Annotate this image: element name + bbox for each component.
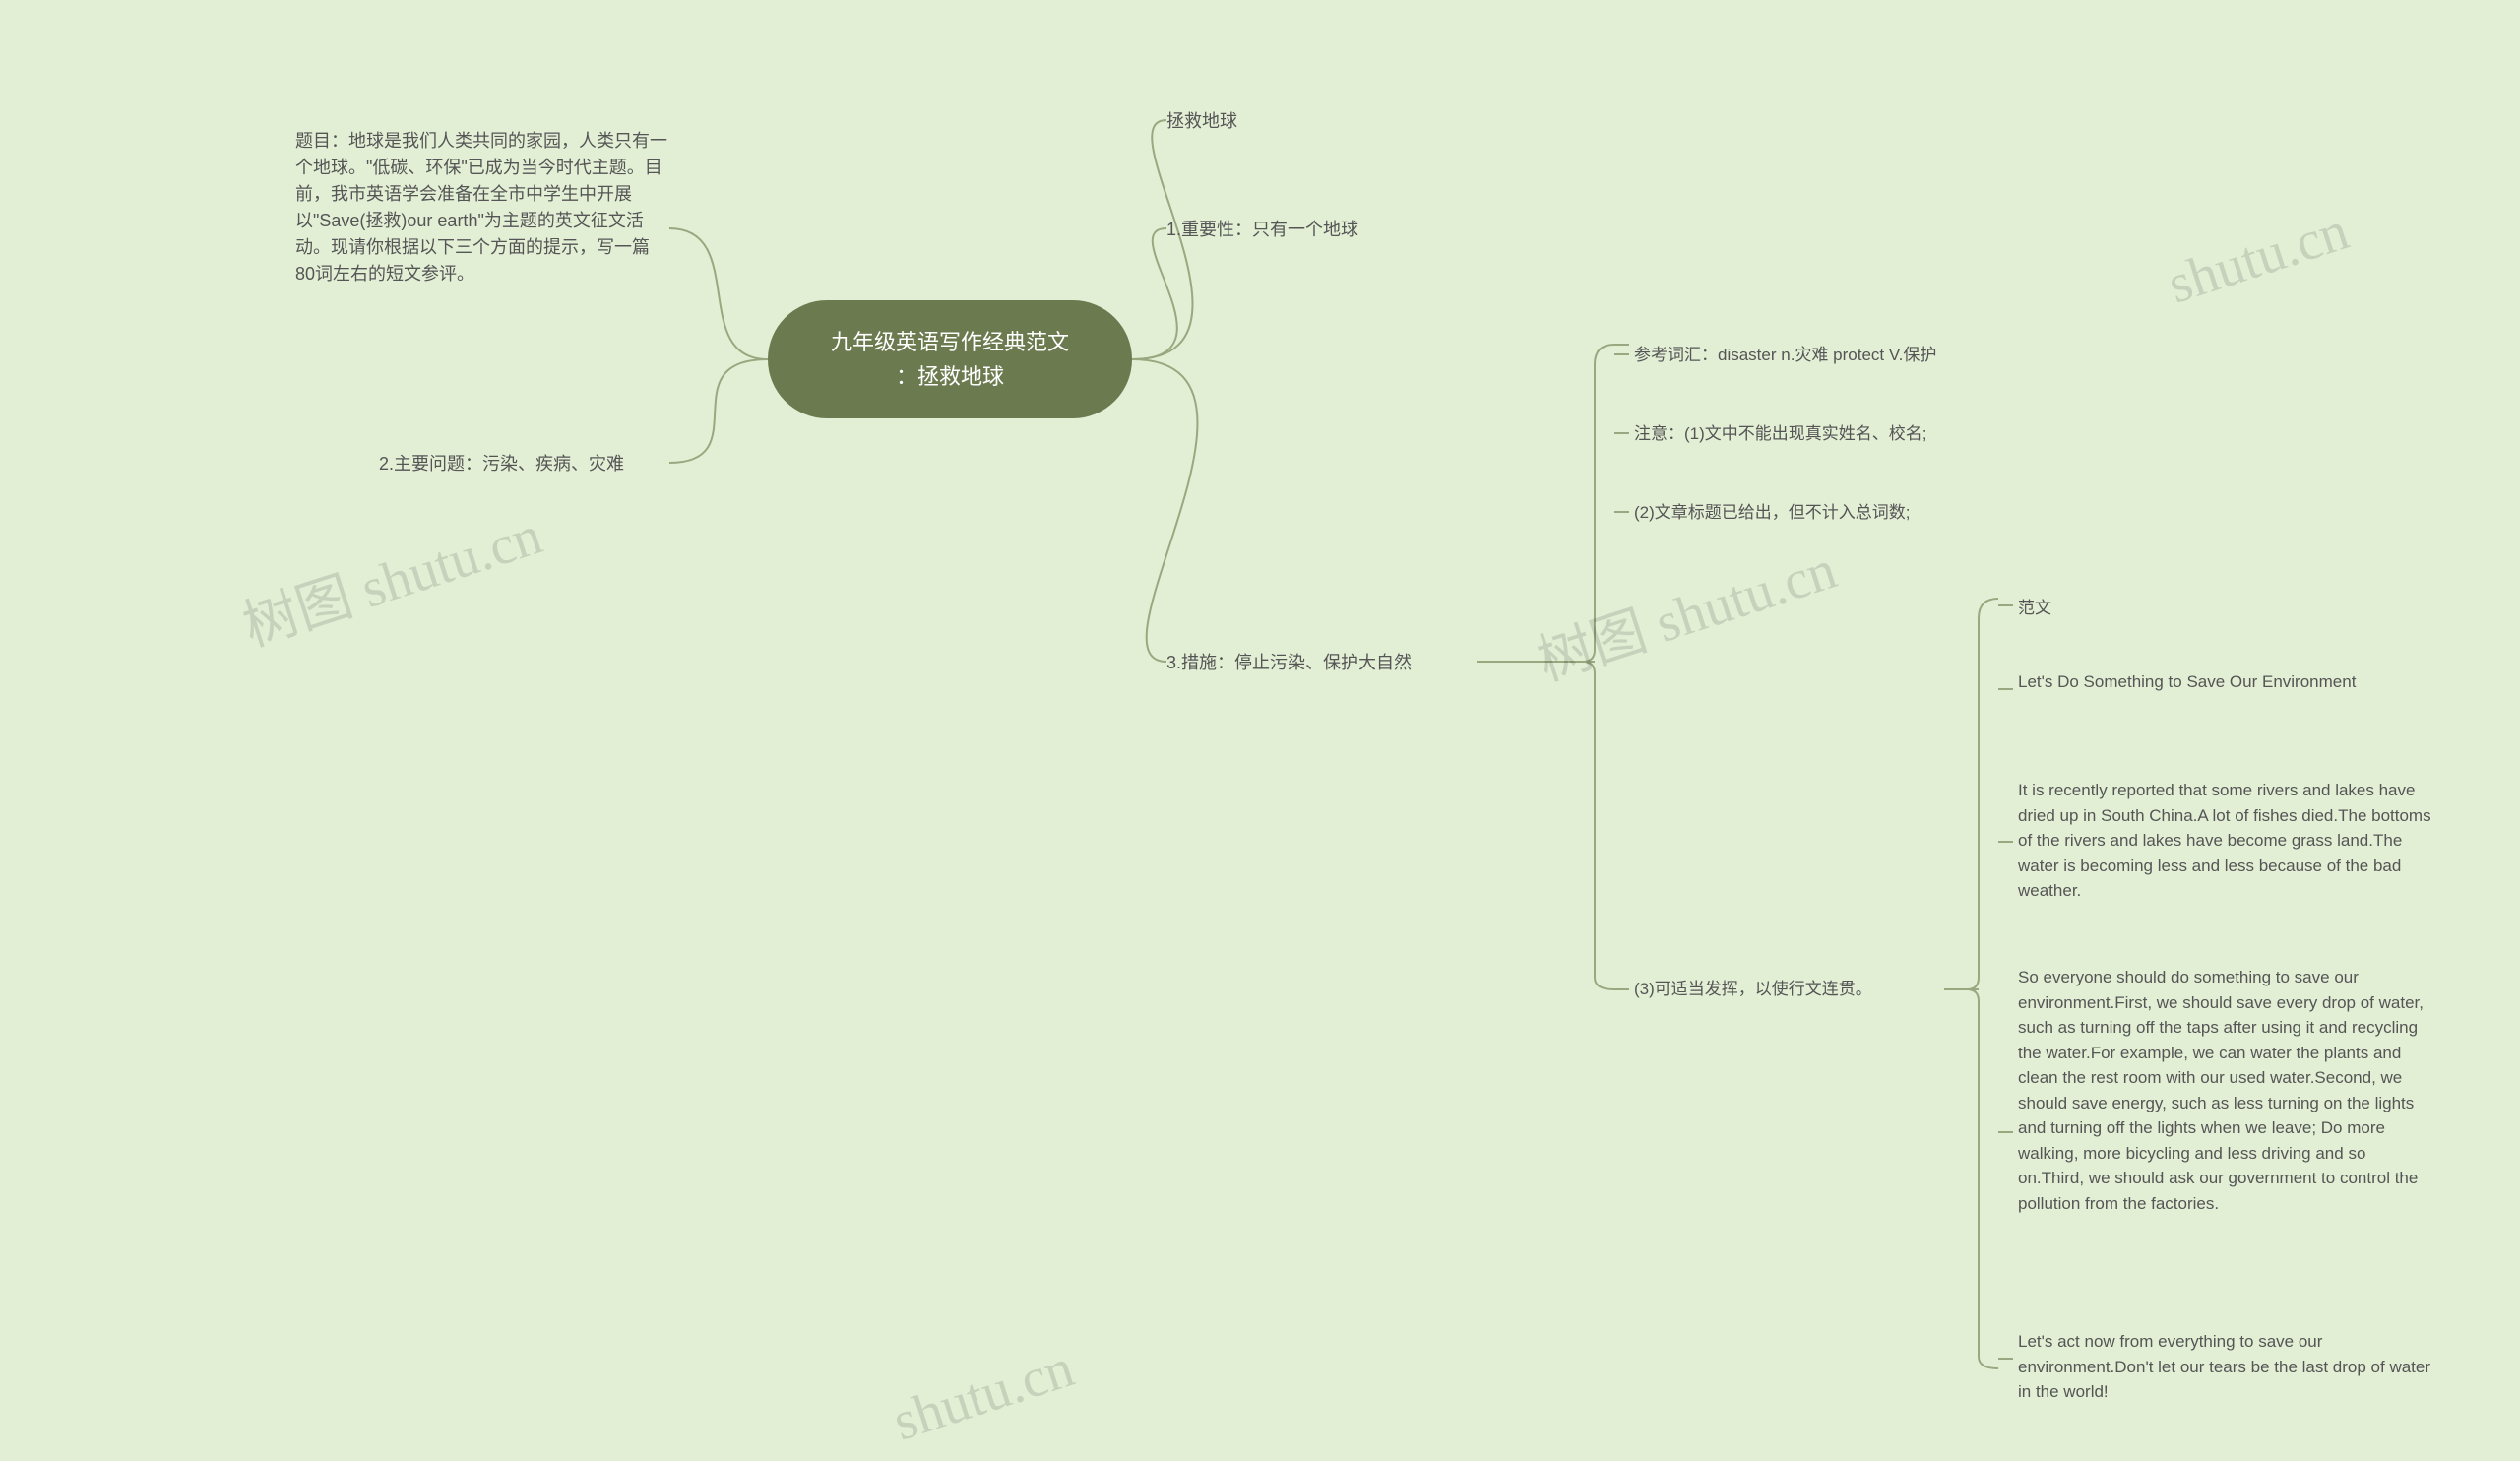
- detail-note1: 注意：(1)文中不能出现真实姓名、校名;: [1634, 421, 1927, 447]
- essay-p2-text: So everyone should do something to save …: [2018, 968, 2424, 1213]
- essay-title-text: Let's Do Something to Save Our Environme…: [2018, 672, 2356, 691]
- center-line2: ：拯救地球: [896, 364, 1004, 389]
- essay-p1-text: It is recently reported that some rivers…: [2018, 781, 2431, 900]
- watermark-text: 树图 shutu.cn: [1531, 540, 1844, 693]
- branch-problems-label: 2.主要问题：污染、疾病、灾难: [379, 454, 624, 474]
- center-node[interactable]: 九年级英语写作经典范文 ：拯救地球: [768, 300, 1132, 418]
- detail-note1-text: 注意：(1)文中不能出现真实姓名、校名;: [1634, 424, 1927, 443]
- detail-note2: (2)文章标题已给出，但不计入总词数;: [1634, 500, 1911, 526]
- center-line1: 九年级英语写作经典范文: [831, 330, 1069, 354]
- detail-note3-text: (3)可适当发挥，以使行文连贯。: [1634, 980, 1872, 998]
- branch-title-label: 拯救地球: [1166, 111, 1237, 131]
- watermark: shutu.cn: [886, 1336, 1082, 1453]
- watermark: 树图 shutu.cn: [1526, 525, 1845, 696]
- branch-title[interactable]: 拯救地球: [1166, 108, 1237, 135]
- essay-p2: So everyone should do something to save …: [2018, 965, 2431, 1216]
- essay-heading-text: 范文: [2018, 599, 2051, 617]
- essay-title: Let's Do Something to Save Our Environme…: [2018, 669, 2412, 695]
- detail-vocab-text: 参考词汇：disaster n.灾难 protect V.保护: [1634, 346, 1936, 364]
- watermark: shutu.cn: [2161, 199, 2357, 316]
- branch-measures-label: 3.措施：停止污染、保护大自然: [1166, 653, 1412, 672]
- detail-vocab: 参考词汇：disaster n.灾难 protect V.保护: [1634, 343, 1936, 368]
- watermark: 树图 shutu.cn: [231, 490, 550, 662]
- watermark-text: shutu.cn: [2161, 200, 2356, 315]
- detail-note3: (3)可适当发挥，以使行文连贯。: [1634, 977, 1872, 1002]
- watermark-text: shutu.cn: [886, 1337, 1081, 1452]
- prompt-paragraph: 题目：地球是我们人类共同的家园，人类只有一个地球。"低碳、环保"已成为当今时代主…: [295, 128, 669, 287]
- branch-importance-label: 1.重要性：只有一个地球: [1166, 220, 1358, 239]
- prompt-text: 题目：地球是我们人类共同的家园，人类只有一个地球。"低碳、环保"已成为当今时代主…: [295, 131, 667, 284]
- essay-p3: Let's act now from everything to save ou…: [2018, 1329, 2431, 1405]
- watermark-text: 树图 shutu.cn: [236, 505, 549, 659]
- branch-measures[interactable]: 3.措施：停止污染、保护大自然: [1166, 650, 1412, 676]
- branch-problems[interactable]: 2.主要问题：污染、疾病、灾难: [379, 451, 624, 477]
- essay-p1: It is recently reported that some rivers…: [2018, 778, 2431, 904]
- essay-heading: 范文: [2018, 596, 2412, 621]
- essay-p3-text: Let's act now from everything to save ou…: [2018, 1332, 2430, 1401]
- detail-note2-text: (2)文章标题已给出，但不计入总词数;: [1634, 503, 1911, 522]
- branch-importance[interactable]: 1.重要性：只有一个地球: [1166, 217, 1358, 243]
